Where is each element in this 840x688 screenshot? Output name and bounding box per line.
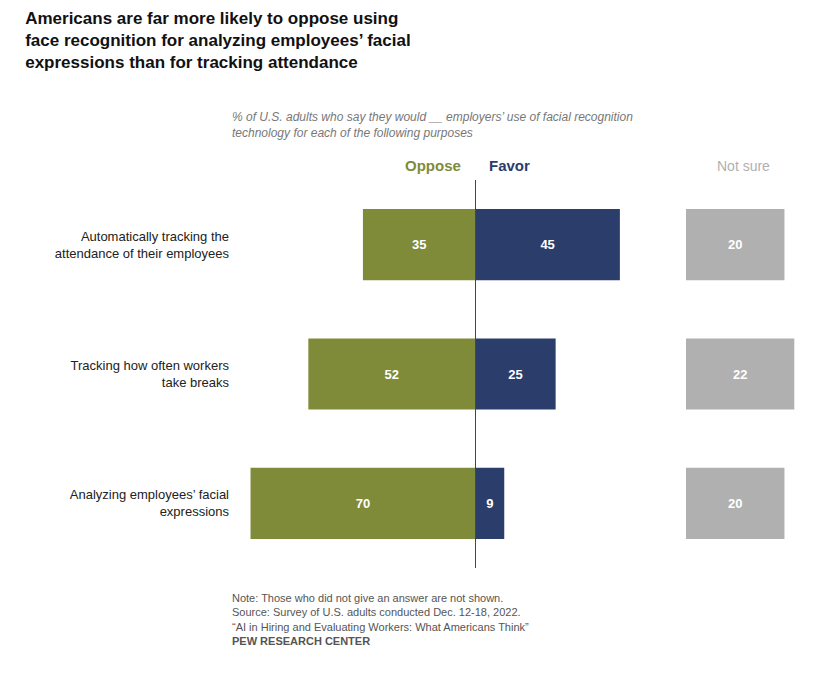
svg-text:% of U.S. adults who say they: % of U.S. adults who say they would __ e… (232, 110, 633, 140)
svg-text:52: 52 (385, 367, 399, 382)
svg-text:Americans are far more likely: Americans are far more likely to oppose … (25, 9, 410, 72)
svg-text:9: 9 (486, 496, 493, 511)
svg-text:20: 20 (728, 237, 742, 252)
svg-text:Analyzing employees’ facialexp: Analyzing employees’ facialexpressions (70, 487, 230, 519)
svg-text:Tracking how often workerstake: Tracking how often workerstake breaks (71, 358, 230, 390)
svg-text:45: 45 (540, 237, 554, 252)
svg-text:70: 70 (356, 496, 370, 511)
svg-text:Automatically tracking theatte: Automatically tracking theattendance of … (55, 229, 230, 261)
svg-text:25: 25 (508, 367, 522, 382)
svg-text:Favor: Favor (489, 157, 530, 174)
svg-text:20: 20 (728, 496, 742, 511)
svg-text:22: 22 (733, 367, 747, 382)
svg-text:Oppose: Oppose (405, 157, 461, 174)
svg-text:Note: Those who did not give a: Note: Those who did not give an answer a… (232, 592, 529, 647)
svg-text:35: 35 (412, 237, 426, 252)
svg-text:Not sure: Not sure (717, 158, 770, 174)
